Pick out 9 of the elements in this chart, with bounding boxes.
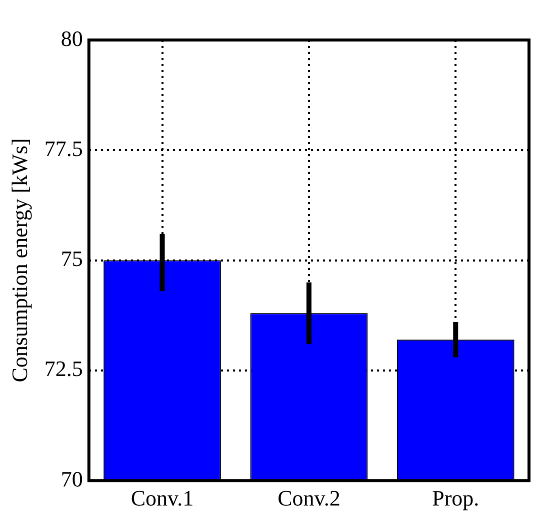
y-tick-label: 80	[60, 26, 83, 51]
x-tick-label: Conv.2	[278, 486, 340, 511]
x-tick-label: Conv.1	[130, 486, 194, 511]
y-tick-label: 75	[60, 246, 83, 272]
x-tick-label: Prop.	[432, 486, 480, 511]
y-tick-label: 77.5	[44, 136, 83, 161]
y-tick-label: 70	[60, 466, 83, 492]
y-tick-label: 72.5	[44, 356, 83, 382]
y-axis-title: Consumption energy [kWs]	[6, 138, 32, 382]
